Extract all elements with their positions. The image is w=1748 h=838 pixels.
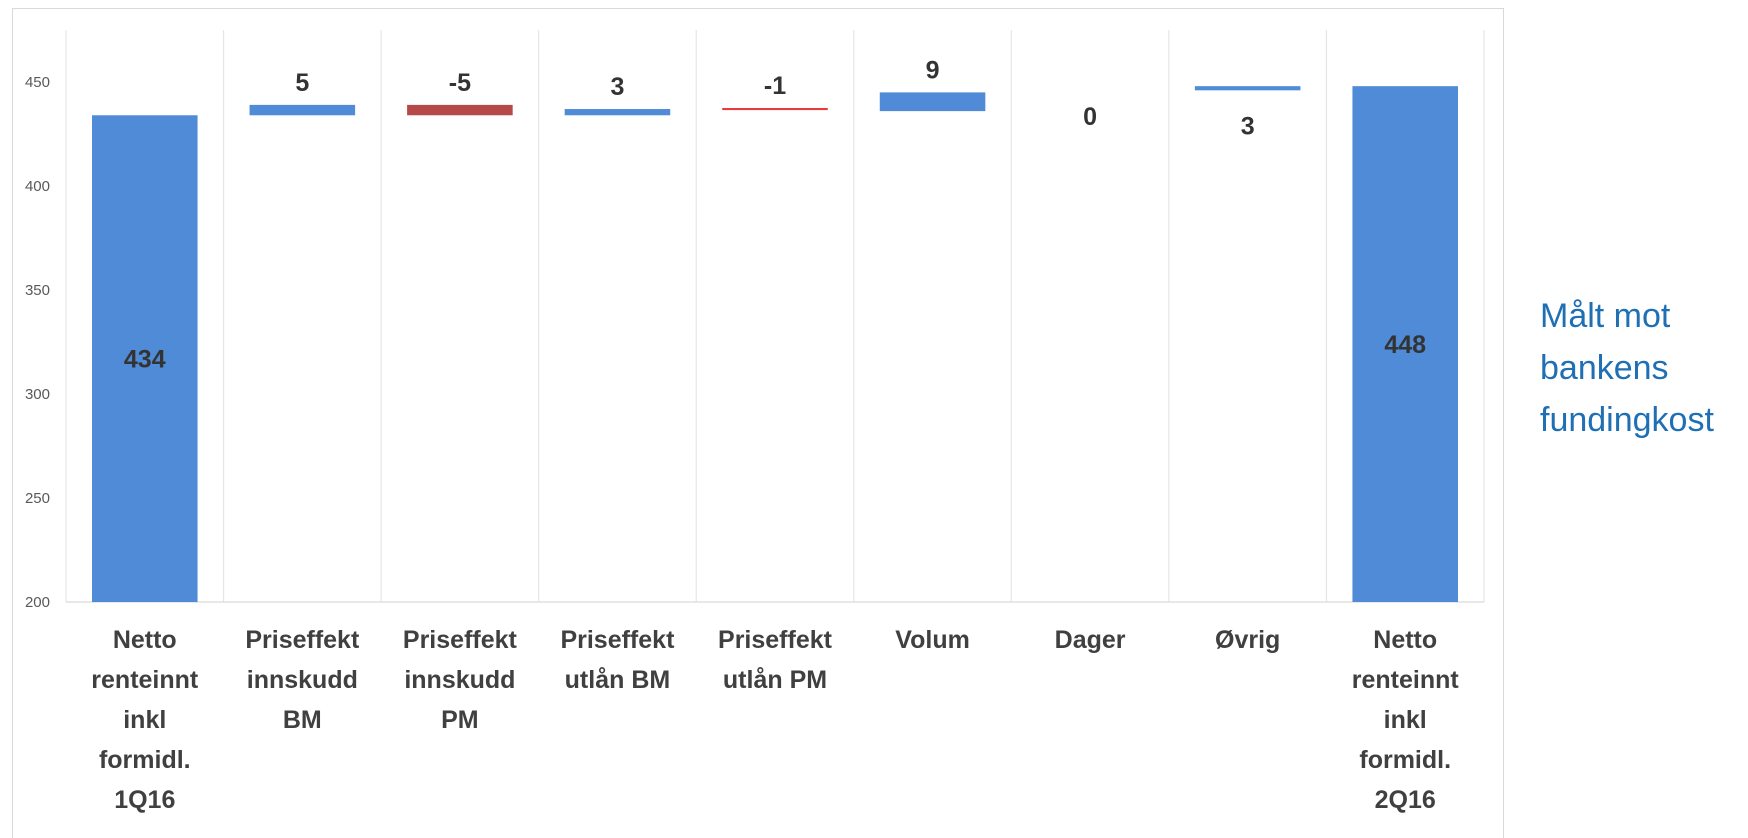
data-label: -5 (449, 69, 471, 97)
data-label: 3 (1241, 112, 1255, 140)
side-note-line: Målt mot (1540, 297, 1671, 335)
bar-delta (564, 109, 671, 116)
category-label: Priseffekt innskudd BM (245, 626, 360, 734)
category-label: Priseffekt utlån PM (718, 626, 833, 694)
side-note: Målt mot bankens fundingkost (1540, 290, 1714, 446)
bar-delta (1194, 86, 1301, 91)
bar-delta (407, 104, 513, 116)
category-label: Netto renteinnt inkl formidl. 2Q16 (1352, 626, 1460, 814)
category-label: Netto renteinnt inkl formidl. 1Q16 (91, 626, 199, 814)
y-tick-label: 300 (25, 386, 50, 403)
category-label: Dager (1055, 626, 1126, 654)
side-note-line: bankens (1540, 349, 1669, 387)
data-label: 5 (295, 69, 309, 97)
side-note-line: fundingkost (1540, 401, 1714, 439)
category-label: Volum (895, 626, 970, 654)
data-label-layer: 434 5 -5 3 -1 9 0 3 448 (124, 56, 1426, 373)
bar-layer (91, 86, 1459, 602)
data-label: 448 (1384, 331, 1426, 359)
bar-delta (879, 92, 986, 112)
y-tick-label: 350 (25, 282, 50, 299)
category-label: Priseffekt innskudd PM (403, 626, 518, 734)
waterfall-chart: 200 250 300 350 400 450 434 5 -5 3 -1 9 0 3 448 Netto… (25, 30, 1485, 814)
data-label: 3 (610, 73, 624, 101)
data-label: 434 (124, 346, 166, 374)
category-label: Øvrig (1215, 626, 1280, 654)
grid-layer (65, 30, 1485, 603)
bar-total (1352, 86, 1459, 602)
y-axis: 200 250 300 350 400 450 (25, 74, 50, 611)
data-label: 0 (1083, 103, 1097, 131)
y-tick-label: 200 (25, 594, 50, 611)
bar-delta (249, 104, 356, 116)
bar-delta (722, 108, 828, 111)
chart-frame (12, 8, 1504, 838)
data-label: 9 (926, 56, 940, 84)
y-tick-label: 450 (25, 74, 50, 91)
y-tick-label: 250 (25, 490, 50, 507)
y-tick-label: 400 (25, 178, 50, 195)
data-label: -1 (764, 72, 786, 100)
bar-total (91, 115, 198, 602)
category-label: Priseffekt utlån BM (560, 626, 675, 694)
x-axis: Netto renteinnt inkl formidl. 1Q16 Priseffekt… (91, 626, 1459, 814)
